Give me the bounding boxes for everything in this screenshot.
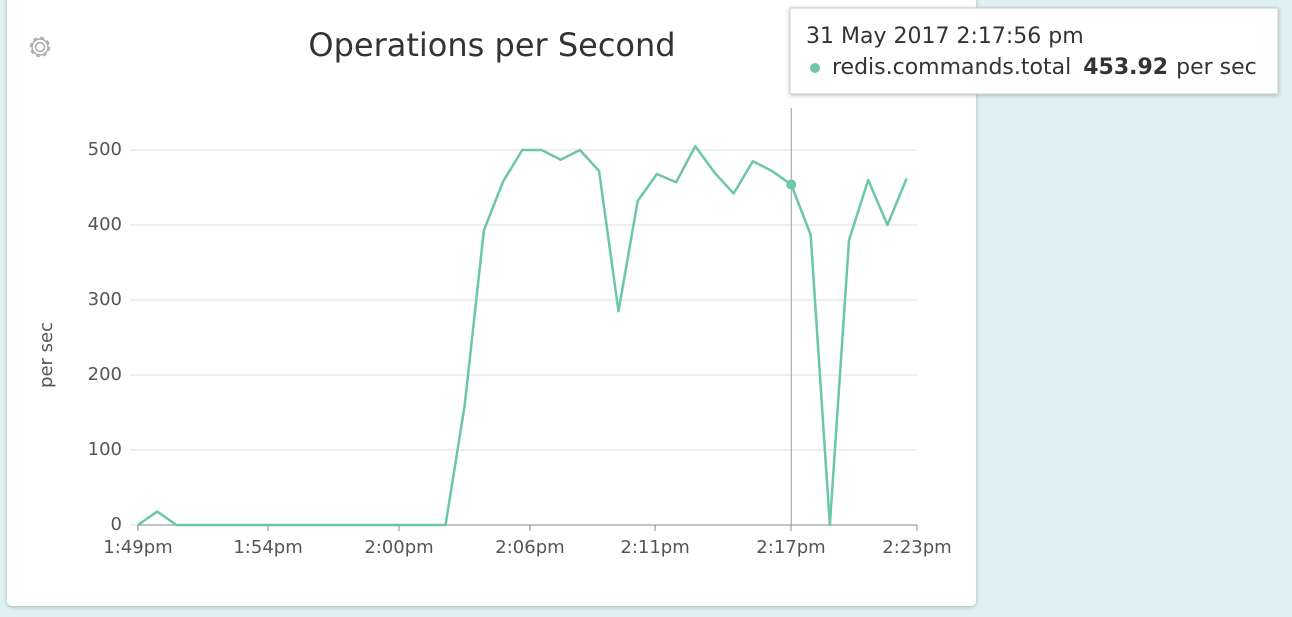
x-tick-label: 2:11pm [620,537,689,558]
hover-point [786,179,797,190]
x-tick-label: 1:54pm [233,537,302,558]
chart-title: Operations per Second [308,26,675,64]
x-tick-label: 2:23pm [882,537,951,558]
y-tick-label: 400 [88,214,122,235]
settings-icon[interactable] [29,36,51,58]
tooltip-legend-dot [810,63,820,73]
x-tick-label: 2:06pm [495,537,564,558]
x-tick-label: 1:49pm [103,537,172,558]
x-tick-label: 2:00pm [364,537,433,558]
plot: 0 100 200 300 400 500 1:49pm 1:54pm 2:00pm 2:06pm… [88,108,952,558]
tooltip-box [789,7,1279,95]
tooltip-time: 31 May 2017 2:17:56 pm [806,24,1084,49]
tooltip-value: 453.92 [1083,55,1168,80]
tooltip: 31 May 2017 2:17:56 pm redis.commands.to… [789,7,1279,95]
y-tick-label: 500 [88,139,122,160]
y-axis-label: per sec [36,322,57,388]
tooltip-entry: redis.commands.total 453.92 per sec [832,55,1257,80]
y-tick-label: 0 [111,514,122,535]
y-tick-label: 200 [88,364,122,385]
y-tick-label: 100 [88,439,122,460]
tooltip-series-name: redis.commands.total [832,55,1071,80]
x-tick-label: 2:17pm [756,537,825,558]
series-line [137,145,908,527]
y-tick-label: 300 [88,289,122,310]
tooltip-unit: per sec [1176,55,1257,80]
card [7,0,976,606]
